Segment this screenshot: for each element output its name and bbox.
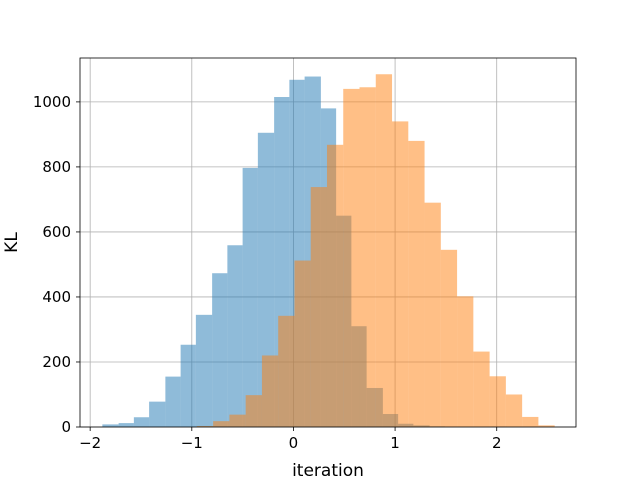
histogram-bar	[294, 260, 311, 427]
histogram-bar	[229, 414, 246, 427]
y-tick-label: 800	[42, 158, 71, 176]
histogram-bar	[245, 395, 262, 427]
histogram-bar	[343, 88, 360, 427]
histogram-bar	[326, 144, 344, 428]
y-tick-label: 200	[42, 353, 71, 371]
axis-ticks: −2 −1 0 1 2 0 200 400 600 800 1000	[33, 93, 502, 452]
histogram-bar	[212, 273, 228, 427]
histogram-bar	[196, 426, 214, 427]
histogram-bar	[165, 376, 181, 427]
histogram-bar	[538, 425, 555, 427]
histogram-bar	[133, 417, 150, 427]
plot-frame	[79, 57, 577, 428]
x-tick-label: 0	[289, 434, 299, 452]
histogram-bar	[522, 416, 539, 427]
histogram-bar	[180, 344, 196, 427]
y-tick-label: 0	[61, 418, 71, 436]
histogram-bar	[310, 187, 327, 427]
histogram-bar	[424, 202, 441, 427]
x-tick-label: 2	[492, 434, 502, 452]
histogram-bar	[408, 140, 425, 427]
y-tick-label: 400	[42, 288, 71, 306]
histogram-bar	[489, 376, 506, 427]
x-axis-title: iteration	[292, 461, 364, 480]
y-tick-label: 600	[42, 223, 71, 241]
histogram-bar	[359, 87, 376, 427]
histogram-bar	[278, 315, 295, 427]
y-tick-label: 1000	[33, 93, 71, 111]
histogram-bar	[261, 355, 279, 427]
histogram-bar	[505, 394, 523, 427]
histogram-bar	[457, 296, 474, 427]
x-tick-label: −2	[79, 434, 101, 452]
histogram-bar	[149, 401, 166, 427]
histogram-bar	[227, 245, 243, 427]
histogram-bar	[257, 132, 275, 427]
y-axis-title: KL	[2, 232, 22, 253]
x-tick-label: 1	[390, 434, 400, 452]
histogram-bar	[473, 351, 490, 427]
histogram-bar	[440, 249, 458, 427]
histogram-bar	[242, 167, 258, 428]
series-2-bars	[196, 74, 555, 428]
histogram-bar	[118, 423, 134, 427]
histogram-bar	[102, 424, 119, 427]
histogram-bar	[392, 121, 409, 427]
histogram-bar	[195, 314, 213, 427]
x-tick-label: −1	[181, 434, 203, 452]
histogram-bars	[102, 74, 555, 428]
histogram-bar	[213, 421, 230, 427]
histogram-bar	[375, 74, 393, 428]
